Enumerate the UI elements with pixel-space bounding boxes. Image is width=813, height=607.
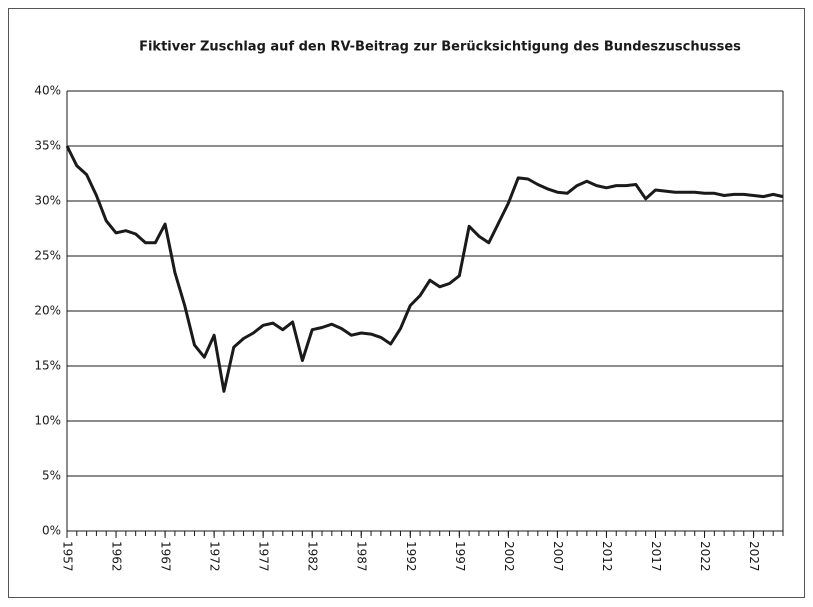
x-tick-label: 1962	[110, 541, 124, 572]
y-tick-label: 25%	[34, 249, 61, 263]
x-tick-label: 1957	[61, 541, 75, 572]
x-tick-label: 1992	[404, 541, 418, 572]
y-tick-label: 0%	[42, 524, 61, 538]
y-tick-label: 40%	[34, 84, 61, 98]
x-tick-label: 2007	[551, 541, 565, 572]
y-tick-label: 35%	[34, 139, 61, 153]
x-tick-label: 1987	[355, 541, 369, 572]
x-tick-label: 1967	[159, 541, 173, 572]
x-tick-label: 2012	[600, 541, 614, 572]
chart-frame	[8, 8, 805, 598]
x-tick-label: 1977	[257, 541, 271, 572]
y-tick-label: 30%	[34, 194, 61, 208]
chart-title: Fiktiver Zuschlag auf den RV-Beitrag zur…	[139, 40, 741, 55]
y-tick-label: 15%	[34, 359, 61, 373]
x-tick-label: 1982	[306, 541, 320, 572]
y-tick-label: 20%	[34, 304, 61, 318]
x-tick-label: 2022	[698, 541, 712, 572]
x-tick-label: 2027	[747, 541, 761, 572]
y-tick-label: 5%	[42, 469, 61, 483]
x-tick-label: 1972	[208, 541, 222, 572]
y-tick-label: 10%	[34, 414, 61, 428]
data-line	[65, 145, 784, 393]
x-tick-label: 2017	[649, 541, 663, 572]
x-tick-label: 1997	[453, 541, 467, 572]
x-tick-label: 2002	[502, 541, 516, 572]
